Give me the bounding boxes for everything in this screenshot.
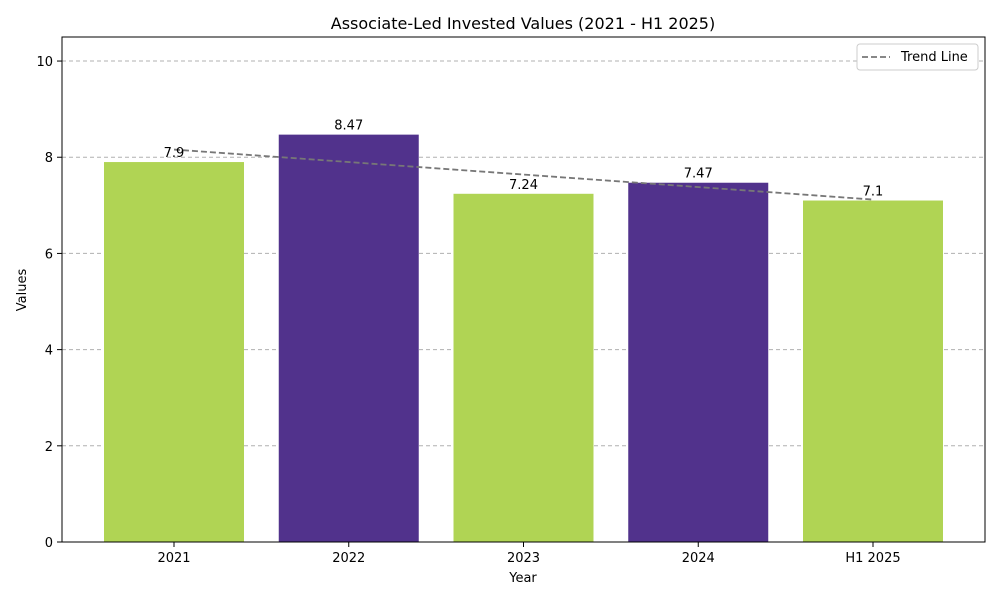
y-tick-label: 6 [45,247,53,262]
y-tick-label: 4 [45,344,53,359]
chart-title: Associate-Led Invested Values (2021 - H1… [331,14,715,33]
bar-value-label: 7.9 [164,146,185,161]
x-tick-label: 2023 [507,551,540,566]
bar-value-label: 8.47 [334,119,363,134]
bar [628,182,769,542]
y-tick-label: 10 [36,55,53,70]
bar-value-label: 7.24 [509,178,538,193]
bar-value-labels: 7.9 8.47 7.24 7.47 7.1 [164,119,884,200]
bar [803,200,943,542]
y-tick-label: 0 [45,536,53,551]
bar [278,134,419,542]
x-axis-label: Year [508,571,537,586]
y-tick-label: 2 [45,440,53,455]
y-axis: 0 2 4 6 8 10 [36,55,62,551]
y-tick-label: 8 [45,151,53,166]
bar [453,193,594,543]
y-axis-label: Values [15,269,30,312]
x-tick-label: 2024 [682,551,715,566]
x-tick-label: H1 2025 [845,551,900,566]
x-axis: 2021 2022 2023 2024 H1 2025 [157,542,901,566]
bar-value-label: 7.47 [684,167,713,182]
x-tick-label: 2022 [332,551,365,566]
legend: Trend Line [856,43,979,71]
x-tick-label: 2021 [157,551,190,566]
bar-value-label: 7.1 [863,185,884,200]
legend-box [856,43,979,71]
legend-trend-label: Trend Line [900,50,968,65]
bar [104,162,244,543]
bars [104,134,943,543]
